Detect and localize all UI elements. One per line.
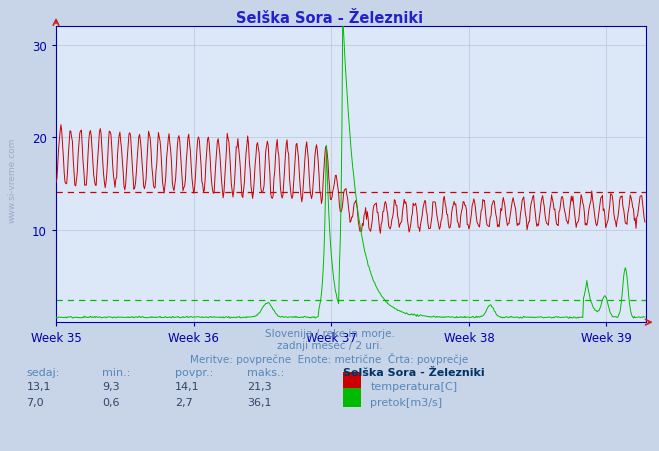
Text: 7,0: 7,0 <box>26 397 44 407</box>
Text: Slovenija / reke in morje.: Slovenija / reke in morje. <box>264 328 395 338</box>
Text: 21,3: 21,3 <box>247 381 272 391</box>
Text: sedaj:: sedaj: <box>26 368 60 377</box>
Text: zadnji mesec / 2 uri.: zadnji mesec / 2 uri. <box>277 341 382 350</box>
Text: 0,6: 0,6 <box>102 397 120 407</box>
Text: www.si-vreme.com: www.si-vreme.com <box>7 138 16 223</box>
Text: temperatura[C]: temperatura[C] <box>370 381 457 391</box>
Text: 36,1: 36,1 <box>247 397 272 407</box>
Text: 9,3: 9,3 <box>102 381 120 391</box>
Text: Selška Sora - Železniki: Selška Sora - Železniki <box>236 11 423 26</box>
Text: 2,7: 2,7 <box>175 397 192 407</box>
Text: 13,1: 13,1 <box>26 381 51 391</box>
Text: Selška Sora - Železniki: Selška Sora - Železniki <box>343 368 484 377</box>
Text: pretok[m3/s]: pretok[m3/s] <box>370 397 442 407</box>
Text: maks.:: maks.: <box>247 368 285 377</box>
Text: povpr.:: povpr.: <box>175 368 213 377</box>
Text: 14,1: 14,1 <box>175 381 199 391</box>
Text: Meritve: povprečne  Enote: metrične  Črta: povprečje: Meritve: povprečne Enote: metrične Črta:… <box>190 353 469 365</box>
Text: min.:: min.: <box>102 368 130 377</box>
